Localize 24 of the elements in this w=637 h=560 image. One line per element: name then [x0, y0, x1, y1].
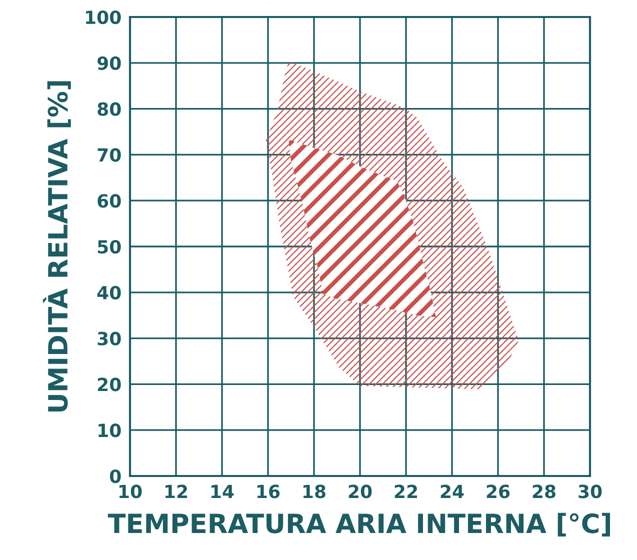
y-tick-label: 10: [98, 424, 121, 438]
y-tick-label: 60: [98, 194, 121, 208]
y-tick-label: 30: [98, 332, 121, 346]
x-tick-label: 24: [440, 484, 464, 498]
y-tick-label: 90: [97, 56, 121, 70]
x-tick-label: 10: [119, 484, 142, 498]
x-tick-label: 16: [257, 484, 280, 498]
x-tick-label: 28: [532, 484, 556, 498]
y-tick-label: 50: [98, 240, 121, 254]
y-tick-label: 80: [98, 102, 121, 116]
x-tick-label: 14: [211, 484, 234, 498]
x-tick-label: 26: [486, 484, 510, 498]
y-tick-label: 20: [98, 378, 121, 392]
x-tick-label: 20: [348, 484, 372, 498]
y-tick-label: 0: [110, 469, 121, 484]
y-axis-title: UMIDITÀ RELATIVA [%]: [42, 81, 71, 412]
y-tick-label: 40: [97, 286, 121, 300]
x-axis-title: TEMPERATURA ARIA INTERNA [°C]: [108, 512, 610, 536]
y-tick-label: 70: [98, 148, 121, 162]
x-tick-label: 18: [303, 484, 326, 498]
x-tick-label: 22: [394, 484, 417, 498]
x-tick-label: 30: [578, 484, 602, 498]
y-tick-label: 100: [86, 10, 121, 24]
x-tick-label: 12: [165, 484, 187, 498]
